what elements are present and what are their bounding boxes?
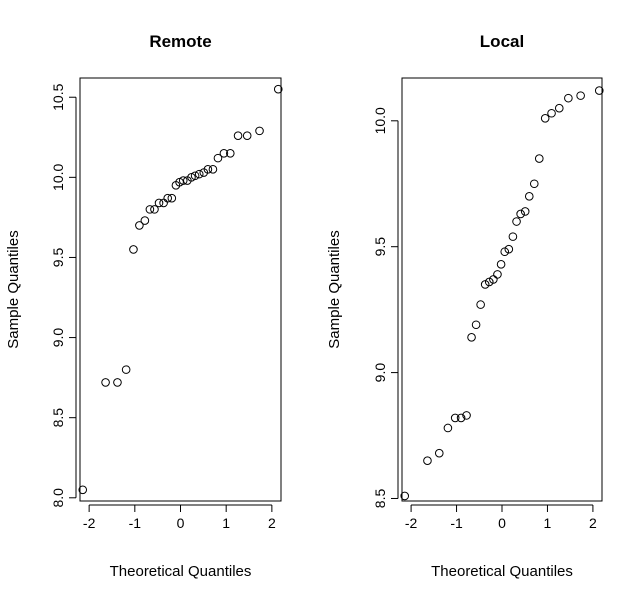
local-y-axis-label: Sample Quantiles — [326, 230, 343, 348]
remote-data-point — [129, 245, 138, 254]
local-y-tick-label: 10.0 — [372, 107, 388, 134]
local-data-point — [443, 423, 453, 433]
remote-x-tick-label: -1 — [129, 515, 142, 531]
local-data-point — [471, 320, 481, 330]
local-data-point — [504, 244, 514, 254]
local-x-ticks: -2 -1 0 1 2 — [405, 504, 597, 531]
remote-y-tick-label: 9.0 — [50, 328, 66, 348]
local-data-point — [423, 456, 432, 466]
remote-x-axis-label: Theoretical Quantiles — [110, 563, 252, 580]
remote-y-tick-label: 8.5 — [50, 408, 66, 428]
remote-x-tick-label: 0 — [177, 515, 185, 531]
remote-data-point — [233, 131, 243, 140]
local-data-point — [547, 108, 556, 118]
local-qq-panel: Local Theoretical Quantiles Sample Quant… — [326, 32, 604, 580]
remote-data-point — [242, 131, 252, 140]
local-chart-title: Local — [480, 32, 524, 51]
local-data-point — [496, 260, 506, 269]
remote-data-point — [163, 193, 173, 203]
remote-x-tick-label: -2 — [83, 515, 96, 531]
remote-data-point — [101, 378, 110, 387]
remote-x-ticks: -2 -1 0 1 2 — [83, 504, 276, 531]
remote-data-point — [255, 126, 264, 136]
local-data-point — [512, 217, 521, 226]
remote-data-points — [78, 84, 283, 495]
remote-data-point — [167, 193, 177, 203]
remote-data-point — [78, 485, 88, 495]
local-data-point — [516, 209, 525, 219]
local-data-point — [524, 192, 534, 201]
local-data-point — [456, 413, 466, 423]
remote-data-point — [203, 165, 213, 174]
remote-data-point — [190, 171, 200, 181]
local-data-point — [594, 86, 604, 95]
local-plot-frame — [401, 77, 603, 502]
local-y-ticks: 8.5 9.0 9.5 10.0 — [372, 107, 399, 509]
remote-data-point — [219, 149, 229, 158]
remote-data-point — [208, 165, 218, 174]
local-data-point — [434, 448, 444, 458]
local-data-point — [529, 179, 539, 189]
remote-data-point — [135, 221, 144, 230]
remote-data-point — [154, 198, 164, 208]
remote-x-tick-label: 1 — [222, 515, 230, 531]
remote-qq-panel: Remote Theoretical Quantiles Sample Quan… — [5, 32, 283, 580]
local-data-point — [564, 93, 573, 103]
remote-y-tick-label: 10.5 — [50, 83, 66, 110]
remote-y-tick-label: 8.0 — [50, 488, 66, 508]
remote-data-point — [140, 216, 150, 225]
remote-data-point — [213, 153, 223, 163]
local-data-point — [400, 491, 410, 501]
local-data-point — [450, 413, 460, 423]
local-y-tick-label: 9.0 — [372, 363, 388, 383]
remote-y-tick-label: 9.5 — [50, 248, 66, 268]
remote-data-point — [121, 365, 131, 374]
remote-data-point — [194, 169, 204, 179]
local-x-axis-label: Theoretical Quantiles — [431, 563, 573, 580]
remote-data-point — [178, 176, 188, 185]
remote-data-point — [225, 149, 235, 158]
remote-y-tick-label: 10.0 — [50, 164, 66, 191]
local-y-tick-label: 9.5 — [372, 237, 388, 257]
local-data-point — [554, 103, 564, 113]
remote-chart-title: Remote — [149, 32, 211, 51]
local-x-tick-label: 0 — [498, 515, 506, 531]
local-data-points — [400, 86, 604, 501]
local-data-point — [462, 411, 471, 420]
remote-y-axis-label: Sample Quantiles — [5, 230, 22, 348]
local-data-point — [467, 333, 476, 342]
local-data-point — [520, 207, 530, 216]
local-data-point — [576, 91, 585, 100]
local-data-point — [534, 154, 544, 163]
local-x-tick-label: -1 — [450, 515, 463, 531]
remote-data-point — [273, 84, 283, 94]
local-data-point — [508, 232, 518, 241]
remote-data-point — [113, 378, 122, 387]
remote-x-tick-label: 2 — [268, 515, 276, 531]
remote-data-point — [150, 205, 159, 214]
local-data-point — [493, 270, 502, 279]
remote-data-point — [159, 198, 168, 208]
local-x-tick-label: 2 — [589, 515, 597, 531]
local-x-tick-label: -2 — [405, 515, 418, 531]
remote-data-point — [145, 205, 155, 214]
local-y-tick-label: 8.5 — [372, 489, 388, 509]
local-data-point — [540, 113, 550, 123]
remote-plot-frame — [79, 77, 282, 502]
local-data-point — [476, 300, 485, 309]
local-x-tick-label: 1 — [544, 515, 552, 531]
remote-y-ticks: 8.0 8.5 9.0 9.5 10.0 10.5 — [50, 83, 77, 508]
